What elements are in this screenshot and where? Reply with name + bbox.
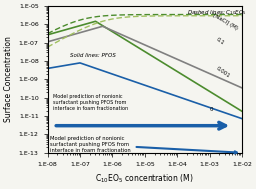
X-axis label: C$_{10}$EO$_5$ concentration (M): C$_{10}$EO$_5$ concentration (M): [95, 172, 194, 185]
Text: Solid lines: PFOS: Solid lines: PFOS: [70, 53, 116, 58]
Text: 0.001: 0.001: [215, 66, 231, 79]
Text: [NaCl] (M): [NaCl] (M): [212, 13, 239, 31]
Text: 0.1: 0.1: [215, 36, 225, 46]
Y-axis label: Surface Concentration: Surface Concentration: [4, 36, 13, 122]
Text: Dashed lines: C$_{10}$EO$_5$: Dashed lines: C$_{10}$EO$_5$: [187, 8, 247, 17]
Text: Model prediction of nonionic
surfactant pushing PFOS from
interface in foam frac: Model prediction of nonionic surfactant …: [50, 136, 237, 153]
Text: Model prediction of nonionic
surfactant pushing PFOS from
interface in foam frac: Model prediction of nonionic surfactant …: [53, 94, 129, 111]
Text: 0: 0: [209, 107, 213, 112]
